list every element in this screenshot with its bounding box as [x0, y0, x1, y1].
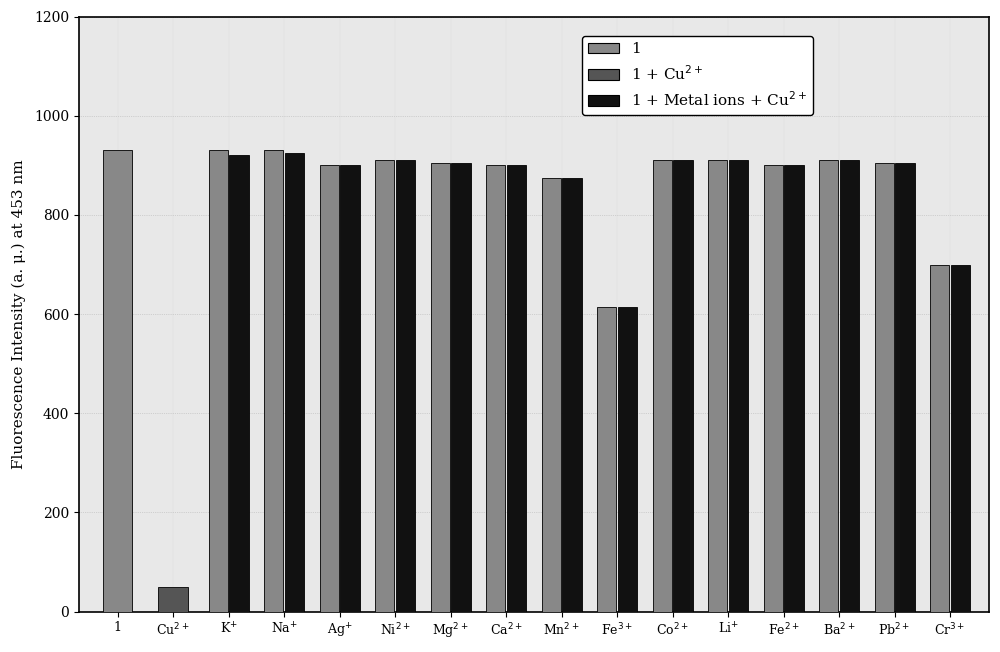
Bar	[840, 160, 859, 612]
Bar	[951, 265, 970, 612]
Bar	[819, 160, 838, 612]
Bar	[340, 166, 360, 612]
Bar	[209, 151, 228, 612]
Bar	[597, 306, 616, 612]
Bar	[729, 160, 748, 612]
Bar	[285, 153, 304, 612]
Bar	[264, 151, 283, 612]
Bar	[396, 160, 415, 612]
Bar	[229, 155, 249, 612]
Bar	[507, 166, 526, 612]
Bar	[103, 151, 132, 612]
Legend: 1, 1 + Cu$^{2+}$, 1 + Metal ions + Cu$^{2+}$: 1, 1 + Cu$^{2+}$, 1 + Metal ions + Cu$^{…	[582, 36, 813, 115]
Bar	[618, 306, 637, 612]
Bar	[875, 163, 894, 612]
Bar	[895, 163, 915, 612]
Bar	[375, 160, 394, 612]
Bar	[653, 160, 672, 612]
Bar	[486, 166, 505, 612]
Y-axis label: Fluorescence Intensity (a. μ.) at 453 nm: Fluorescence Intensity (a. μ.) at 453 nm	[11, 159, 26, 469]
Bar	[673, 160, 693, 612]
Bar	[708, 160, 727, 612]
Bar	[158, 587, 188, 612]
Bar	[784, 166, 804, 612]
Bar	[764, 166, 783, 612]
Bar	[542, 178, 561, 612]
Bar	[431, 163, 450, 612]
Bar	[451, 163, 471, 612]
Bar	[930, 265, 949, 612]
Bar	[562, 178, 582, 612]
Bar	[320, 166, 339, 612]
